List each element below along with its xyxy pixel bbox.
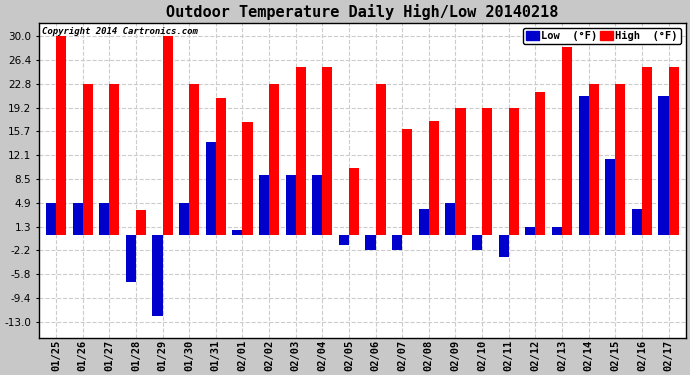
Bar (136, 210, 146, 235)
Bar (152, 235, 163, 316)
Bar (632, 209, 642, 235)
Bar (472, 235, 482, 250)
Bar (455, 108, 466, 235)
Bar (375, 84, 386, 235)
Bar (56, 36, 66, 235)
Bar (322, 66, 333, 235)
Bar (206, 142, 216, 235)
Bar (482, 108, 492, 235)
Bar (392, 235, 402, 250)
Bar (445, 203, 455, 235)
Bar (296, 66, 306, 235)
Bar (402, 129, 413, 235)
Bar (419, 209, 429, 235)
Bar (339, 235, 349, 245)
Bar (642, 66, 652, 235)
Bar (525, 226, 535, 235)
Bar (589, 84, 599, 235)
Bar (242, 122, 253, 235)
Bar (349, 168, 359, 235)
Bar (109, 84, 119, 235)
Bar (216, 98, 226, 235)
Bar (99, 203, 109, 235)
Bar (126, 235, 136, 282)
Bar (233, 230, 242, 235)
Bar (562, 46, 572, 235)
Bar (179, 203, 189, 235)
Bar (366, 235, 375, 250)
Legend: Low  (°F), High  (°F): Low (°F), High (°F) (523, 28, 680, 44)
Bar (578, 96, 589, 235)
Bar (552, 226, 562, 235)
Bar (669, 66, 679, 235)
Bar (83, 84, 92, 235)
Bar (259, 176, 269, 235)
Bar (535, 92, 546, 235)
Bar (269, 84, 279, 235)
Bar (46, 203, 56, 235)
Bar (658, 96, 669, 235)
Bar (615, 84, 625, 235)
Bar (605, 159, 615, 235)
Bar (189, 84, 199, 235)
Bar (286, 176, 296, 235)
Bar (499, 235, 509, 256)
Bar (163, 36, 172, 235)
Bar (429, 121, 439, 235)
Bar (312, 176, 322, 235)
Bar (509, 108, 519, 235)
Title: Outdoor Temperature Daily High/Low 20140218: Outdoor Temperature Daily High/Low 20140… (166, 4, 558, 20)
Bar (72, 203, 83, 235)
Text: Copyright 2014 Cartronics.com: Copyright 2014 Cartronics.com (42, 27, 198, 36)
